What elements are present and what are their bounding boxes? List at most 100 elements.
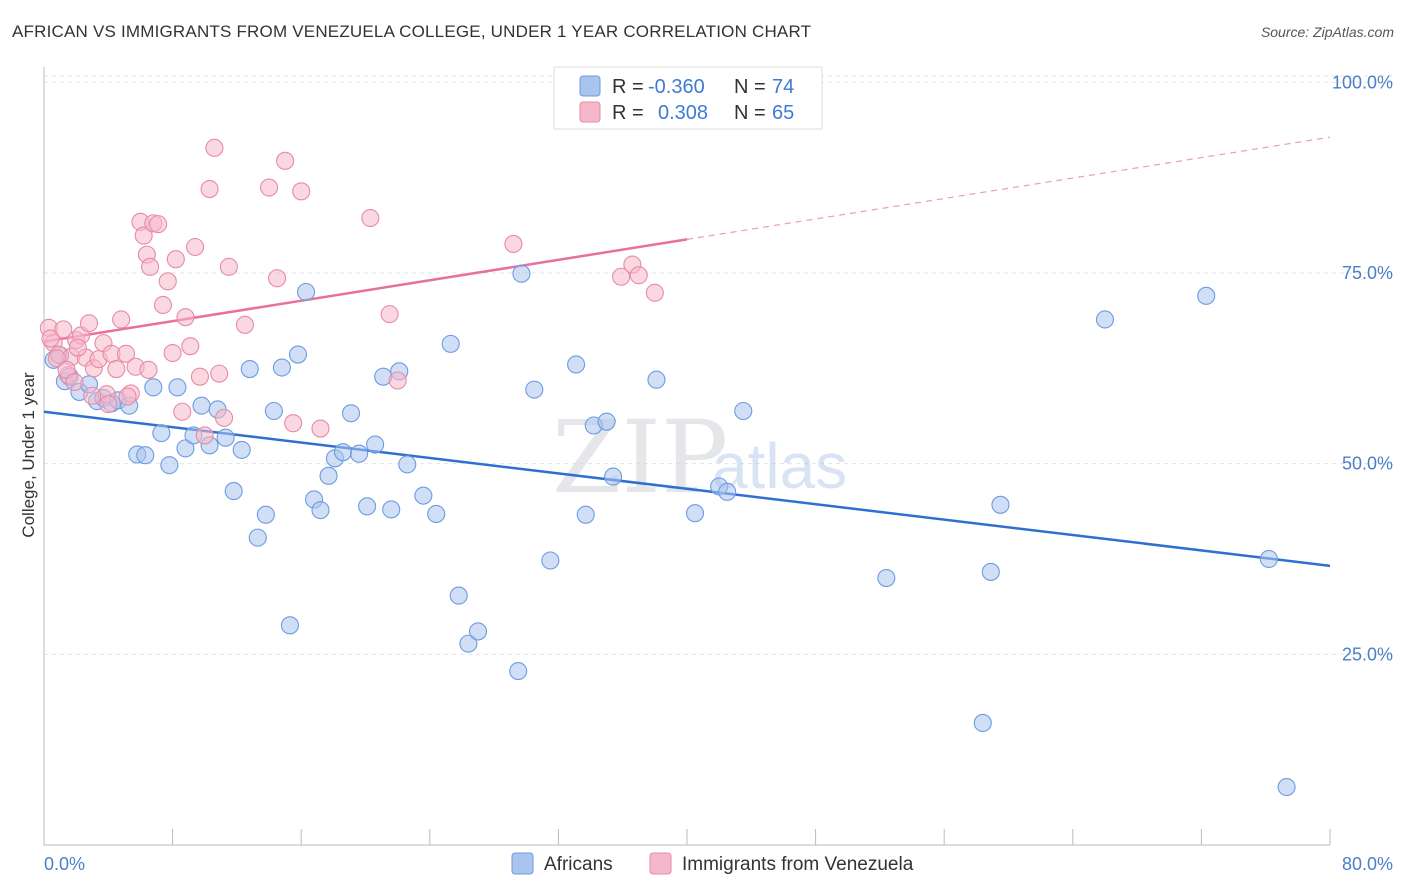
trend-lines xyxy=(43,136,1331,568)
point-africans xyxy=(232,440,251,459)
point-venezuela xyxy=(292,182,311,201)
point-venezuela xyxy=(181,337,200,356)
y-tick-labels: 25.0% 50.0% 75.0% 100.0% xyxy=(1332,72,1393,664)
point-africans xyxy=(512,264,531,283)
watermark: ZIP atlas xyxy=(552,399,847,516)
point-venezuela xyxy=(112,310,131,329)
point-africans xyxy=(1095,310,1114,329)
legend-swatch-venezuela xyxy=(579,101,601,123)
point-africans xyxy=(567,355,586,374)
trend-line-dashed xyxy=(686,136,1331,240)
x-tick-label-max: 80.0% xyxy=(1342,854,1393,874)
point-venezuela xyxy=(361,208,380,228)
point-venezuela xyxy=(141,257,160,276)
trend-line-solid xyxy=(43,238,688,343)
bottom-legend-swatch-africans xyxy=(511,852,534,875)
point-venezuela xyxy=(259,178,279,197)
point-africans xyxy=(459,634,478,653)
point-africans xyxy=(341,404,361,423)
correlation-legend: R = -0.360 N = 74 R = 0.308 N = 65 xyxy=(553,66,823,130)
point-venezuela xyxy=(99,395,118,414)
y-axis-label: College, Under 1 year xyxy=(19,372,38,538)
legend-r-value-2: 0.308 xyxy=(658,102,708,124)
source-label: Source: ZipAtlas.com xyxy=(1260,24,1394,40)
chart-title: AFRICAN VS IMMIGRANTS FROM VENEZUELA COL… xyxy=(12,22,812,41)
point-venezuela xyxy=(139,360,158,379)
point-africans xyxy=(152,424,171,443)
point-venezuela xyxy=(54,320,73,339)
bottom-legend-swatch-venezuela xyxy=(649,852,672,875)
series-legend: Africans Immigrants from Venezuela xyxy=(511,852,914,875)
point-venezuela xyxy=(235,315,254,334)
point-africans xyxy=(604,467,623,486)
point-africans xyxy=(144,378,163,397)
point-africans xyxy=(333,443,353,462)
point-africans xyxy=(718,482,737,501)
point-venezuela xyxy=(214,408,234,427)
point-africans xyxy=(525,380,544,399)
point-venezuela xyxy=(219,257,238,276)
legend-r-value-1: -0.360 xyxy=(648,76,705,98)
point-africans xyxy=(350,444,369,463)
point-africans xyxy=(1197,286,1216,305)
point-africans xyxy=(382,500,401,519)
point-africans xyxy=(136,446,155,465)
point-venezuela xyxy=(83,386,102,405)
point-africans xyxy=(509,662,528,681)
point-africans xyxy=(216,428,235,447)
point-venezuela xyxy=(268,269,287,288)
point-venezuela xyxy=(195,426,214,445)
legend-r-label-1: R = xyxy=(612,76,644,98)
legend-n-label-1: N = xyxy=(734,76,766,98)
point-africans xyxy=(288,345,308,364)
point-venezuela xyxy=(107,359,126,379)
point-africans xyxy=(877,568,896,588)
point-venezuela xyxy=(200,179,219,199)
point-africans xyxy=(296,282,316,302)
data-points xyxy=(39,138,1296,797)
point-africans xyxy=(280,616,299,635)
point-venezuela xyxy=(504,234,523,254)
point-africans xyxy=(981,562,1000,581)
point-venezuela xyxy=(186,237,205,257)
point-venezuela xyxy=(166,250,185,269)
legend-swatch-africans xyxy=(579,75,601,97)
point-africans xyxy=(176,439,195,458)
point-africans xyxy=(160,456,179,475)
point-africans xyxy=(647,370,666,389)
point-africans xyxy=(414,486,433,505)
point-africans xyxy=(366,435,385,454)
point-africans xyxy=(1259,549,1278,569)
point-africans xyxy=(319,466,338,485)
y-tick-label: 25.0% xyxy=(1342,644,1393,664)
point-africans xyxy=(224,482,243,501)
point-africans xyxy=(734,401,753,421)
legend-n-value-2: 65 xyxy=(772,102,794,124)
point-venezuela xyxy=(41,329,60,348)
point-venezuela xyxy=(176,308,195,327)
point-venezuela xyxy=(190,367,209,386)
axes xyxy=(43,67,1331,846)
point-africans xyxy=(168,378,187,397)
point-africans xyxy=(991,495,1010,514)
point-africans xyxy=(256,505,275,524)
point-africans xyxy=(597,412,616,431)
legend-n-value-1: 74 xyxy=(772,76,794,98)
point-africans xyxy=(973,713,992,733)
point-africans xyxy=(441,334,460,353)
point-africans xyxy=(264,401,283,421)
point-venezuela xyxy=(612,267,631,286)
point-africans xyxy=(311,501,330,520)
point-africans xyxy=(685,504,705,523)
point-venezuela xyxy=(68,338,87,357)
point-venezuela xyxy=(205,138,224,157)
point-africans xyxy=(576,505,595,524)
point-venezuela xyxy=(153,295,173,315)
point-venezuela xyxy=(158,272,177,291)
point-venezuela xyxy=(388,371,407,390)
point-africans xyxy=(427,504,446,524)
point-africans xyxy=(541,551,560,570)
point-africans xyxy=(192,396,211,415)
point-venezuela xyxy=(284,414,303,433)
